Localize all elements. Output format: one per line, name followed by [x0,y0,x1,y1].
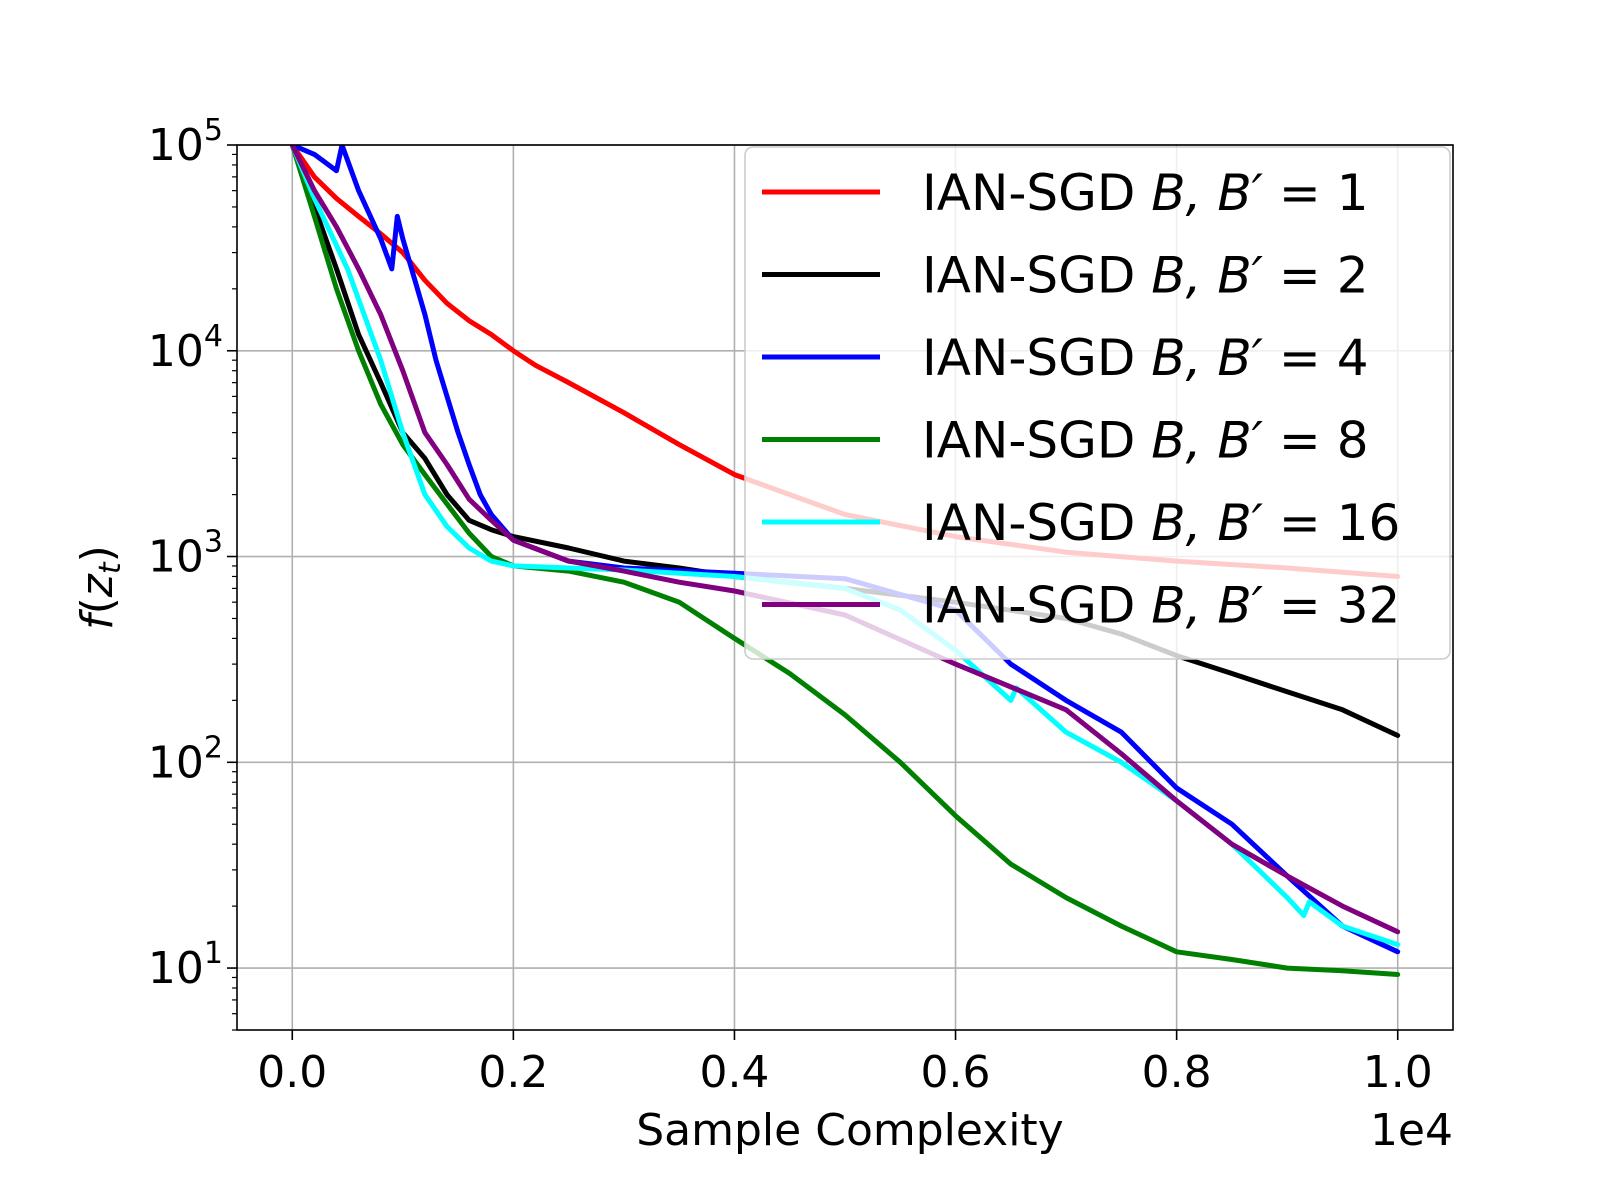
legend-label: IAN-SGD B, B′ = 32 [922,577,1400,635]
legend-label: IAN-SGD B, B′ = 8 [922,412,1369,470]
legend: IAN-SGD B, B′ = 1 IAN-SGD B, B′ = 2 IAN-SG… [744,146,1451,660]
series-line-4 [289,145,1401,977]
legend-label: IAN-SGD B, B′ = 16 [922,494,1400,552]
legend-label: IAN-SGD B, B′ = 4 [922,329,1369,387]
plot-frame [236,144,1454,1031]
legend-box [744,146,1451,660]
y-tick-label: 102 [148,730,223,788]
x-tick-label: 0.8 [1142,1047,1212,1098]
x-axis: 0.0 0.2 0.4 0.6 0.8 1.0 [257,1030,1433,1098]
x-tick-label: 0.2 [478,1047,548,1098]
x-axis-label: Sample Complexity [636,1105,1063,1156]
legend-label: IAN-SGD B, B′ = 2 [922,247,1369,305]
series-line-6 [289,145,1401,935]
x-tick-label: 0.4 [699,1047,769,1098]
x-tick-label: 0.6 [921,1047,991,1098]
y-axis: 101 102 103 104 105 [148,113,237,994]
x-axis-offset-label: 1e4 [1370,1105,1453,1156]
y-tick-label: 105 [148,113,223,171]
x-tick-label: 0.0 [257,1047,327,1098]
legend-label: IAN-SGD B, B′ = 1 [922,164,1369,222]
y-tick-label: 104 [148,319,223,377]
x-tick-label: 1.0 [1363,1047,1433,1098]
y-axis-label: f(zt) [72,545,128,630]
series-line-3 [289,145,1401,955]
minor-ticks [232,153,237,1031]
y-tick-label: 103 [148,525,223,583]
y-tick-label: 101 [148,936,223,994]
